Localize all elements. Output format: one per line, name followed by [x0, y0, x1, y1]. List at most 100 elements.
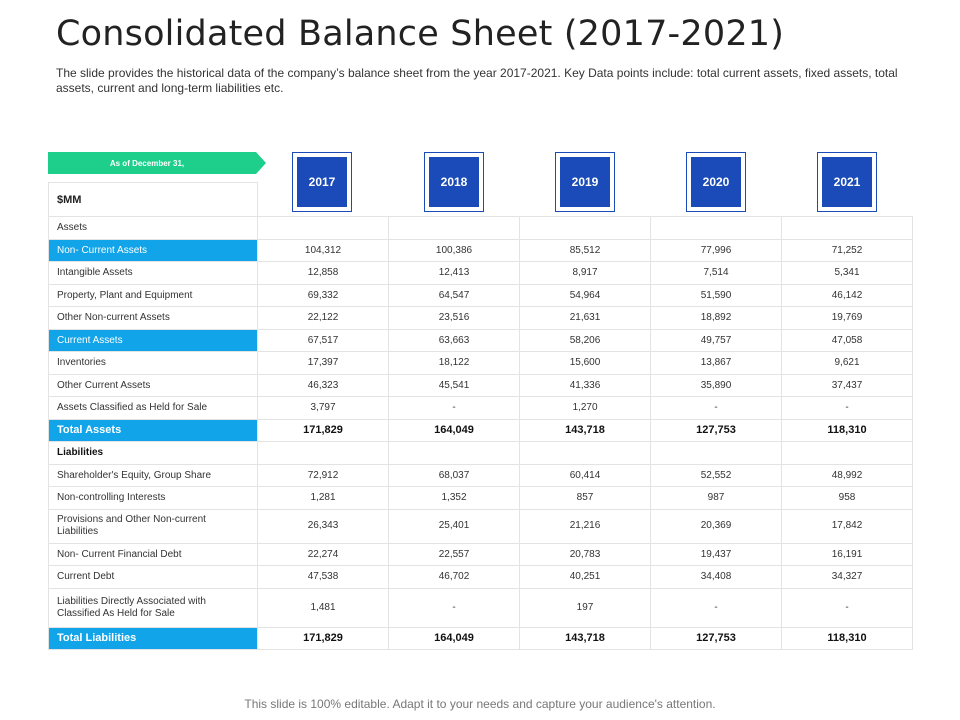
cell-2020: 127,753 — [650, 626, 782, 650]
cell-2018: 22,557 — [388, 542, 520, 566]
table-row: Other Non-current Assets 22,122 23,516 21,6… — [48, 306, 913, 330]
cell-2017: 47,538 — [257, 565, 389, 589]
cell-2020: 34,408 — [650, 565, 782, 589]
cell-2020: 127,753 — [650, 418, 782, 442]
cell-2021: - — [781, 587, 913, 628]
cell-2018: 164,049 — [388, 626, 520, 650]
cell-2017: 1,281 — [257, 486, 389, 510]
cell-2019: 40,251 — [519, 565, 651, 589]
cell-2019: 1,270 — [519, 396, 651, 420]
cell-2021: 958 — [781, 486, 913, 510]
cell-2018 — [388, 441, 520, 465]
cell-2019: 15,600 — [519, 351, 651, 375]
table-row: Total Assets 171,829 164,049 143,718 127,753… — [48, 418, 913, 442]
cell-2020: 7,514 — [650, 261, 782, 285]
cell-2019: 197 — [519, 587, 651, 628]
row-label: Property, Plant and Equipment — [48, 283, 258, 307]
cell-2017: 69,332 — [257, 283, 389, 307]
cell-2020: 51,590 — [650, 283, 782, 307]
table-row: Intangible Assets 12,858 12,413 8,917 7,514 5… — [48, 261, 913, 285]
table-header-row: $MM — [48, 182, 913, 217]
cell-2017: 12,858 — [257, 261, 389, 285]
row-label: Total Liabilities — [48, 626, 258, 650]
row-label: Assets — [48, 216, 258, 240]
row-label: Inventories — [48, 351, 258, 375]
row-label: Shareholder's Equity, Group Share — [48, 463, 258, 487]
cell-2019: 21,216 — [519, 508, 651, 544]
table-row: Assets — [48, 216, 913, 240]
cell-2017: 72,912 — [257, 463, 389, 487]
cell-2021: 118,310 — [781, 626, 913, 650]
table-row: Assets Classified as Held for Sale 3,797-… — [48, 396, 913, 420]
cell-2017: 104,312 — [257, 238, 389, 262]
cell-2020 — [650, 216, 782, 240]
date-ribbon: As of December 31, — [48, 152, 266, 174]
cell-2017: 67,517 — [257, 328, 389, 352]
cell-2021: 71,252 — [781, 238, 913, 262]
table-row: Inventories 17,397 18,122 15,600 13,867 9,621 — [48, 351, 913, 375]
row-label: Total Assets — [48, 418, 258, 442]
cell-2019 — [519, 216, 651, 240]
cell-2019 — [519, 441, 651, 465]
cell-2017 — [257, 441, 389, 465]
cell-2021: 5,341 — [781, 261, 913, 285]
year-header-2017: 2017 — [292, 152, 352, 212]
cell-2018 — [388, 216, 520, 240]
cell-2018: 63,663 — [388, 328, 520, 352]
table-row: Total Liabilities 171,829 164,049 143,718 12… — [48, 626, 913, 650]
cell-2018: 1,352 — [388, 486, 520, 510]
cell-2018: - — [388, 396, 520, 420]
cell-2020: - — [650, 587, 782, 628]
cell-2019: 58,206 — [519, 328, 651, 352]
cell-2018: 25,401 — [388, 508, 520, 544]
cell-2020: 77,996 — [650, 238, 782, 262]
cell-2017: 3,797 — [257, 396, 389, 420]
cell-2021: 17,842 — [781, 508, 913, 544]
cell-2018: 12,413 — [388, 261, 520, 285]
cell-2020: 35,890 — [650, 373, 782, 397]
cell-2019: 143,718 — [519, 418, 651, 442]
cell-2017: 1,481 — [257, 587, 389, 628]
table-row: Current Assets 67,517 63,663 58,206 49,757 47… — [48, 328, 913, 352]
cell-2019: 60,414 — [519, 463, 651, 487]
cell-2017: 171,829 — [257, 418, 389, 442]
cell-2018: - — [388, 587, 520, 628]
cell-2020: 20,369 — [650, 508, 782, 544]
row-label: Other Current Assets — [48, 373, 258, 397]
cell-2020: 19,437 — [650, 542, 782, 566]
row-label: Non- Current Financial Debt — [48, 542, 258, 566]
row-label: Intangible Assets — [48, 261, 258, 285]
cell-2017: 46,323 — [257, 373, 389, 397]
year-header-2021: 2021 — [817, 152, 877, 212]
table-row: Provisions and Other Non-current Liabili… — [48, 508, 913, 544]
footer-note: This slide is 100% editable. Adapt it to… — [244, 697, 716, 711]
row-label: Provisions and Other Non-current Liabili… — [48, 508, 258, 544]
cell-2018: 68,037 — [388, 463, 520, 487]
cell-2018: 23,516 — [388, 306, 520, 330]
date-ribbon-label: As of December 31, — [109, 158, 185, 168]
cell-2019: 41,336 — [519, 373, 651, 397]
table-row: Liabilities Directly Associated with Cla… — [48, 587, 913, 628]
cell-2017: 22,122 — [257, 306, 389, 330]
cell-2021: 16,191 — [781, 542, 913, 566]
row-label: Other Non-current Assets — [48, 306, 258, 330]
cell-2018: 100,386 — [388, 238, 520, 262]
cell-2017: 22,274 — [257, 542, 389, 566]
cell-2021: 46,142 — [781, 283, 913, 307]
cell-2021 — [781, 216, 913, 240]
row-label: Non-controlling Interests — [48, 486, 258, 510]
cell-2017 — [257, 216, 389, 240]
year-header-2019: 2019 — [555, 152, 615, 212]
row-label: Assets Classified as Held for Sale — [48, 396, 258, 420]
row-label: Non- Current Assets — [48, 238, 258, 262]
table-row: Non-controlling Interests 1,281 1,352 857 98… — [48, 486, 913, 510]
row-label: Liabilities Directly Associated with Cla… — [48, 587, 258, 628]
cell-2020: 52,552 — [650, 463, 782, 487]
balance-sheet-table: $MM Assets Non- Current Assets 104,312 100,… — [48, 182, 913, 650]
cell-2017: 171,829 — [257, 626, 389, 650]
cell-2019: 857 — [519, 486, 651, 510]
cell-2021 — [781, 441, 913, 465]
cell-2021: 34,327 — [781, 565, 913, 589]
cell-2019: 54,964 — [519, 283, 651, 307]
row-label: Current Assets — [48, 328, 258, 352]
